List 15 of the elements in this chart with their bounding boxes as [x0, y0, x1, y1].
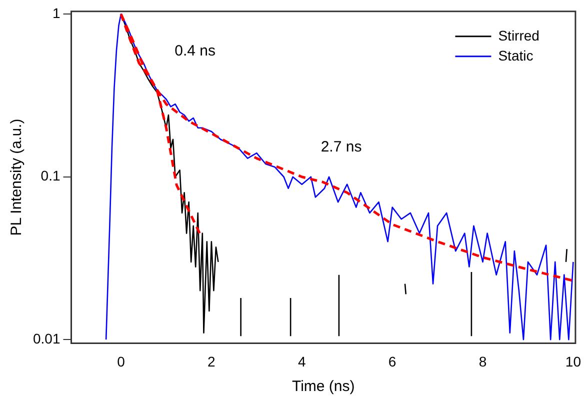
annotation: 0.4 ns — [174, 42, 216, 60]
y-tick-label: 1 — [52, 5, 60, 22]
x-tick-label: 10 — [565, 353, 582, 370]
x-tick-label: 8 — [478, 353, 487, 370]
annotation: 2.7 ns — [320, 138, 362, 156]
y-tick-label: 0.1 — [40, 168, 60, 184]
y-tick-label: 0.01 — [33, 330, 60, 346]
y-axis-title: PL Intensity (a.u.) — [8, 118, 26, 236]
x-tick-label: 4 — [298, 353, 306, 370]
x-tick-label: 6 — [388, 353, 396, 370]
x-tick-label: 2 — [208, 353, 216, 370]
legend-label: Static — [498, 47, 534, 64]
x-tick-label: 0 — [117, 353, 126, 370]
legend-label: Stirred — [498, 27, 540, 44]
x-axis-title: Time (ns) — [292, 378, 355, 396]
